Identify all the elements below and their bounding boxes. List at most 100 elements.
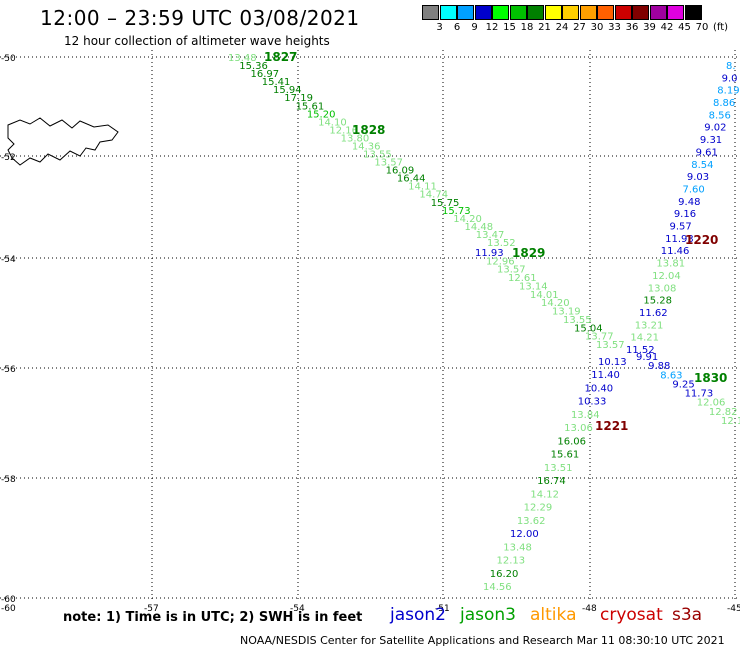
swh-label: 15.61	[551, 450, 580, 461]
swh-label: 13.57	[497, 265, 526, 276]
swh-label: 9.48	[678, 197, 700, 208]
scale-label: 18	[520, 22, 534, 33]
swh-label: 8.86	[713, 98, 735, 109]
swh-label: 10.33	[578, 397, 607, 408]
swh-label: 11.52	[626, 345, 655, 356]
lon-label: -48	[582, 604, 597, 614]
swh-label: 11.93	[665, 234, 694, 245]
corner-label: -60	[1, 604, 16, 614]
swh-label: 13.08	[648, 283, 677, 294]
swh-label: 15.41	[262, 77, 291, 88]
swh-label: 9.57	[669, 222, 691, 233]
lat-label: -58	[1, 475, 16, 485]
scale-swatch	[667, 5, 684, 20]
scale-label: 6	[453, 22, 461, 33]
pass-id-label: 1830	[694, 371, 727, 385]
lat-label: -52	[1, 153, 16, 163]
pass-id-label: 1828	[352, 123, 385, 137]
swh-label: 9.61	[696, 147, 718, 158]
swh-label: 12.00	[510, 529, 539, 540]
swh-label: 15.61	[296, 101, 325, 112]
scale-unit: (ft)	[713, 22, 729, 33]
swh-label: 16.20	[490, 569, 519, 580]
swh-label: 15.20	[307, 109, 336, 120]
swh-label: 14.20	[541, 298, 570, 309]
swh-label: 16.06	[557, 436, 586, 447]
swh-label: 13.84	[571, 410, 600, 421]
scale-label: 15	[503, 22, 516, 33]
scale-swatch	[509, 5, 527, 20]
swh-label: 13.77	[585, 332, 614, 343]
swh-label: 10.13	[598, 357, 627, 368]
swh-label: 13.06	[564, 423, 593, 434]
pass-id-label: 1221	[595, 419, 628, 433]
swh-label: 8.19	[717, 86, 739, 97]
lon-label: -51	[435, 604, 450, 614]
scale-label: 30	[590, 22, 604, 33]
swh-label: 13.21	[635, 320, 664, 331]
swh-label: 15.73	[442, 206, 471, 217]
swh-label: 9.91	[636, 352, 658, 363]
swh-label: 16.74	[537, 476, 566, 487]
scale-label: 70	[695, 22, 709, 33]
swh-label: 12.29	[524, 503, 553, 514]
swh-label: 9.03	[687, 172, 709, 183]
swh-label: 13.81	[656, 259, 685, 270]
swh-label: 13.19	[552, 307, 581, 318]
note-text: note: 1) Time is in UTC; 2) SWH is in fe…	[63, 610, 363, 625]
scale-swatch	[597, 5, 614, 20]
scale-swatch	[614, 5, 632, 20]
satellite-name: altika	[530, 605, 577, 625]
scale-swatch	[457, 5, 474, 20]
swh-label: 14.48	[464, 222, 493, 233]
swh-label: 12.1	[721, 416, 740, 427]
swh-label: 13.48	[228, 53, 257, 64]
swh-label: 9.25	[672, 379, 694, 390]
swh-label: 9.31	[700, 135, 722, 146]
swh-label: 12.61	[508, 273, 537, 284]
swh-label: 14.56	[483, 582, 512, 593]
swh-label: 15.04	[574, 323, 603, 334]
scale-swatch	[439, 5, 457, 20]
swh-label: 11.73	[685, 389, 714, 400]
lon-label: -57	[144, 604, 159, 614]
swh-label: 13.47	[476, 230, 505, 241]
scale-label: 45	[678, 22, 691, 33]
scale-label: 42	[660, 22, 674, 33]
lon-label: -54	[290, 604, 305, 614]
scale-swatch	[649, 5, 667, 20]
scale-swatch	[632, 5, 649, 20]
swh-label: 13.62	[517, 516, 546, 527]
swh-label: 12.06	[697, 398, 726, 409]
scale-swatch	[579, 5, 597, 20]
swh-label: 15.36	[239, 61, 268, 72]
swh-label: 15.75	[431, 198, 460, 209]
swh-label: 12.96	[486, 256, 515, 267]
pass-id-label: 1829	[512, 246, 545, 260]
swh-label: 17.19	[284, 93, 313, 104]
swh-label: 14.01	[530, 290, 559, 301]
swh-label: 14.74	[419, 190, 448, 201]
swh-label: 13.52	[487, 238, 516, 249]
swh-label: 14.12	[530, 489, 559, 500]
lat-label: -60	[1, 595, 16, 605]
swh-label: 15.28	[643, 296, 672, 307]
scale-label: 24	[555, 22, 569, 33]
scale-label: 27	[573, 22, 586, 33]
lat-label: -50	[1, 54, 16, 64]
scale-label: 39	[643, 22, 656, 33]
satellite-name: jason3	[460, 605, 516, 625]
satellite-name: jason2	[390, 605, 446, 625]
swh-label: 10.40	[584, 383, 613, 394]
swh-label: 13.14	[519, 281, 548, 292]
scale-swatch	[474, 5, 492, 20]
swh-label: 14.20	[453, 214, 482, 225]
scale-swatch	[684, 5, 702, 20]
swh-label: 13.80	[341, 133, 370, 144]
swh-label: 13.57	[374, 158, 403, 169]
swh-label: 12.82	[709, 407, 738, 418]
swh-label: 11.46	[661, 246, 690, 257]
scale-swatch	[422, 5, 439, 20]
swh-label: 9.16	[674, 209, 696, 220]
